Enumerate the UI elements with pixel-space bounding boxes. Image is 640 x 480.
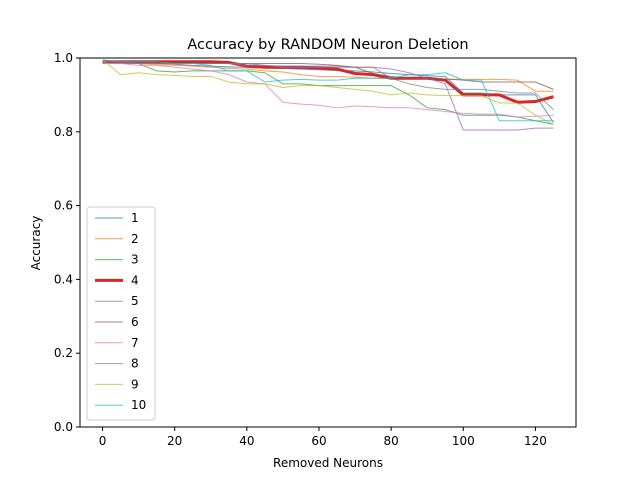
x-tick-label: 40: [239, 434, 254, 448]
legend-label-10: 10: [131, 398, 146, 412]
y-tick-label: 0.4: [54, 272, 73, 286]
plot-frame: [79, 57, 577, 428]
series-line-1: [102, 61, 554, 123]
chart-title: Accuracy by RANDOM Neuron Deletion: [187, 37, 468, 53]
legend-label-1: 1: [131, 211, 139, 225]
legend: 1 2 3 4 5 6 7 8 9 10: [86, 206, 156, 421]
y-tick-label: 0.8: [54, 125, 73, 139]
x-axis-label: Removed Neurons: [273, 456, 383, 470]
legend-label-3: 3: [131, 253, 139, 267]
legend-label-9: 9: [131, 377, 139, 391]
series-line-10: [102, 59, 554, 122]
legend-label-7: 7: [131, 336, 139, 350]
series-line-9: [102, 59, 554, 125]
legend-label-2: 2: [131, 232, 139, 246]
y-tick-label: 0.2: [54, 346, 73, 360]
y-tick-label: 1.0: [54, 51, 73, 65]
legend-label-4: 4: [131, 273, 139, 287]
series-line-3: [102, 61, 554, 125]
series-line-4: [102, 60, 554, 104]
legend-label-6: 6: [131, 315, 139, 329]
x-tick-label: 80: [383, 434, 398, 448]
x-tick-label: 20: [167, 434, 182, 448]
x-tick-label: 120: [524, 434, 547, 448]
x-tick-label: 0: [99, 434, 107, 448]
legend-box: [86, 206, 156, 421]
y-tick-label: 0.6: [54, 199, 73, 213]
legend-label-5: 5: [131, 294, 139, 308]
legend-label-8: 8: [131, 357, 139, 371]
y-axis-label: Accuracy: [29, 216, 43, 271]
x-tick-label: 100: [452, 434, 475, 448]
y-tick-label: 0.0: [54, 420, 73, 434]
x-axis-ticks: 0 20 40 60 80 100 120: [99, 427, 547, 448]
series-line-2: [102, 61, 554, 92]
x-tick-label: 60: [311, 434, 326, 448]
series-line-7: [102, 63, 554, 118]
series-layer: [102, 59, 554, 131]
y-axis-ticks: 0.0 0.2 0.4 0.6 0.8 1.0: [54, 51, 80, 434]
